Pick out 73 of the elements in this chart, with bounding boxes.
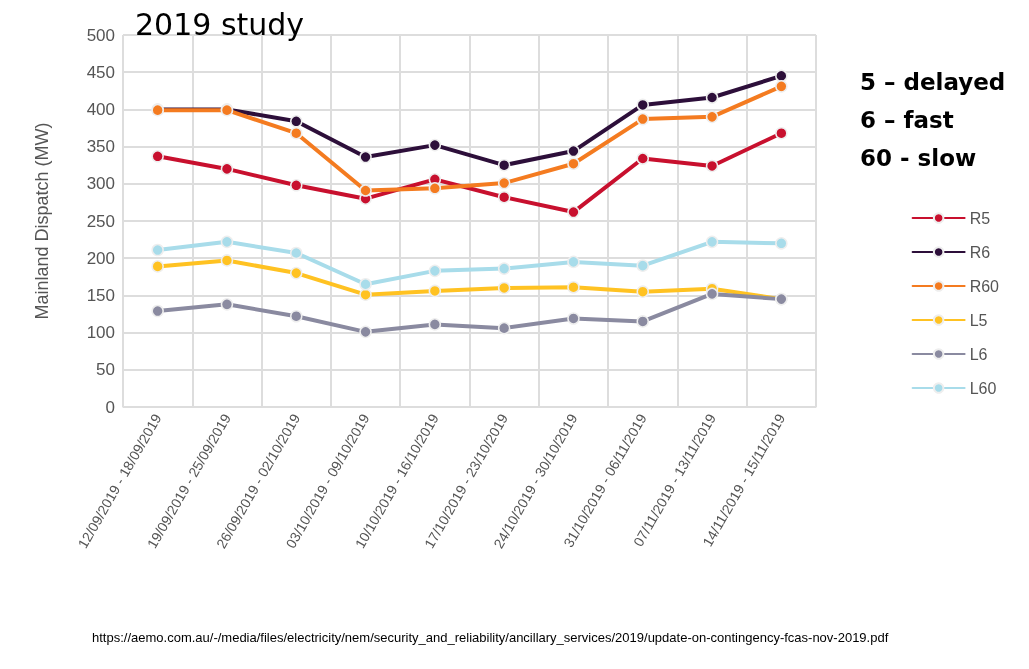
point bbox=[359, 150, 372, 164]
point bbox=[220, 254, 234, 267]
point bbox=[428, 182, 442, 195]
point bbox=[705, 91, 719, 104]
y-tick-label: 50 bbox=[96, 360, 115, 380]
point bbox=[497, 158, 511, 172]
point bbox=[705, 110, 719, 124]
point bbox=[636, 112, 649, 126]
y-tick-label: 450 bbox=[86, 62, 115, 82]
point bbox=[497, 281, 511, 295]
y-tick-label: 200 bbox=[86, 248, 115, 268]
point bbox=[220, 235, 234, 249]
y-tick-label: 500 bbox=[86, 25, 115, 45]
text: https://aemo.com.au/-/media/files/electricity/nem/security_and_reliability/ancillary_services/2019/update-on-contingency-fcas-nov-2019.pdf bbox=[92, 630, 889, 645]
legend-label: R5 bbox=[969, 209, 991, 227]
point bbox=[775, 80, 788, 93]
point bbox=[497, 176, 511, 190]
y-axis-title: Mainland Dispatch (MW) bbox=[32, 122, 52, 320]
point bbox=[705, 235, 719, 249]
point bbox=[567, 280, 580, 294]
point bbox=[636, 315, 649, 328]
y-tick-label: 100 bbox=[86, 323, 115, 343]
y-tick-label: 400 bbox=[86, 99, 115, 119]
point bbox=[497, 321, 511, 335]
point bbox=[705, 159, 719, 173]
point bbox=[151, 260, 164, 273]
point bbox=[290, 179, 303, 192]
legend-label: R60 bbox=[969, 277, 1000, 295]
point bbox=[290, 309, 303, 323]
point bbox=[428, 264, 442, 278]
point bbox=[290, 246, 303, 260]
point bbox=[359, 277, 372, 291]
point bbox=[497, 262, 511, 275]
y-tick-label: 350 bbox=[86, 137, 115, 157]
y-tick-label: 150 bbox=[86, 285, 115, 305]
y-tick-label: 250 bbox=[86, 211, 115, 231]
point bbox=[497, 190, 511, 204]
point bbox=[290, 115, 303, 128]
text: 60 - slow bbox=[860, 144, 977, 171]
point bbox=[636, 259, 649, 272]
y-tick-label: 300 bbox=[86, 174, 115, 194]
text: 6 – fast bbox=[860, 106, 954, 133]
point bbox=[428, 318, 442, 331]
legend-label: L6 bbox=[969, 345, 988, 363]
point bbox=[220, 162, 234, 176]
point bbox=[428, 138, 442, 152]
point bbox=[567, 157, 580, 170]
point bbox=[705, 287, 719, 301]
chart-title: 2019 study bbox=[135, 6, 305, 42]
point bbox=[775, 69, 788, 83]
point bbox=[359, 325, 372, 339]
point bbox=[151, 243, 164, 257]
y-tick-label: 0 bbox=[105, 397, 115, 417]
point bbox=[290, 126, 303, 140]
point bbox=[220, 298, 234, 311]
legend-label: L60 bbox=[969, 379, 997, 397]
point bbox=[290, 266, 303, 280]
point bbox=[567, 255, 580, 269]
point bbox=[636, 285, 649, 298]
point bbox=[636, 152, 649, 165]
point bbox=[151, 150, 164, 163]
point bbox=[567, 312, 580, 325]
point bbox=[151, 304, 164, 318]
legend-label: L5 bbox=[969, 311, 988, 329]
point bbox=[359, 184, 372, 197]
point bbox=[775, 126, 788, 140]
text: 5 – delayed bbox=[860, 68, 1006, 95]
point bbox=[567, 205, 580, 219]
point bbox=[775, 237, 788, 250]
point bbox=[567, 144, 580, 158]
legend-label: R6 bbox=[969, 243, 991, 261]
point bbox=[428, 284, 442, 298]
point bbox=[636, 98, 649, 112]
